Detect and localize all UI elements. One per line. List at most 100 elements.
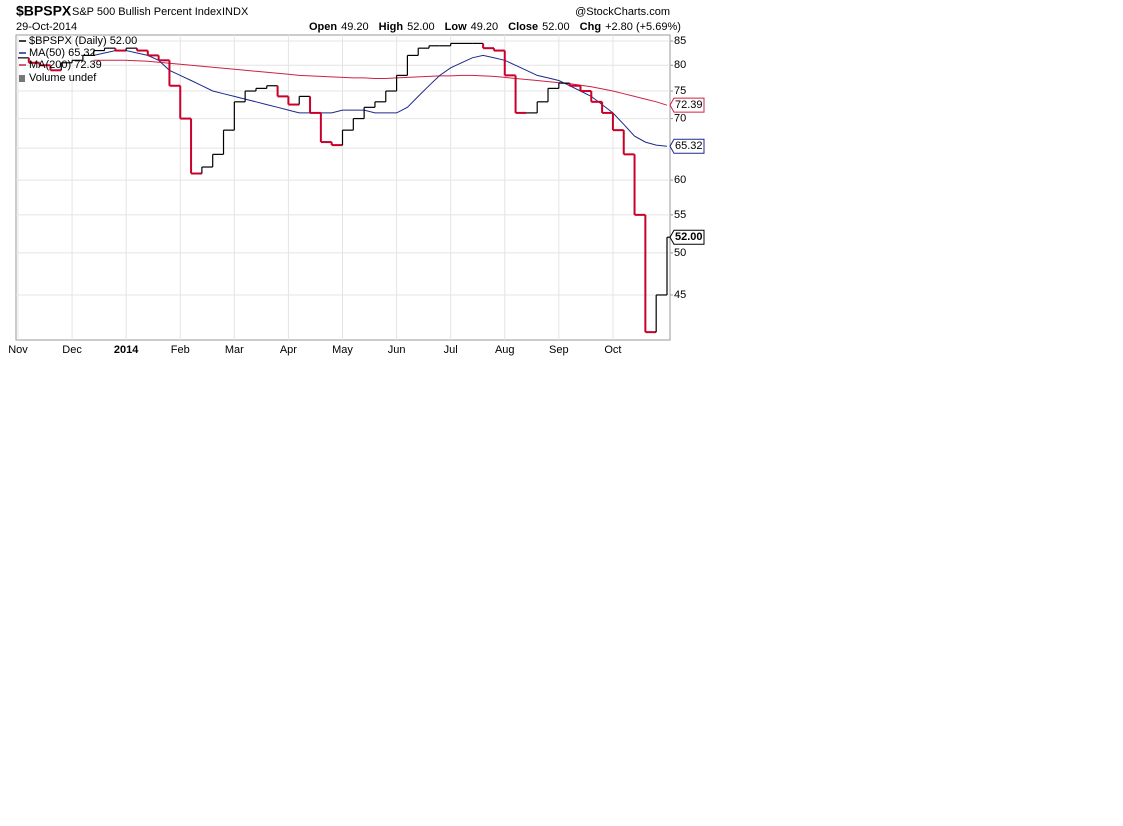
- quote-value: +2.80 (+5.69%): [605, 21, 681, 33]
- price-bar: [611, 112, 624, 132]
- y-tick-label: 85: [674, 35, 686, 47]
- price-bar: [157, 55, 170, 62]
- source: @StockCharts.com: [575, 6, 670, 18]
- price-bar: [514, 75, 527, 114]
- quote-value: 52.00: [542, 21, 570, 33]
- price-bar: [93, 49, 105, 56]
- x-tick-label: Dec: [62, 344, 82, 356]
- price-bar: [450, 42, 462, 46]
- price-bar: [190, 118, 202, 175]
- date: 29-Oct-2014: [16, 21, 77, 33]
- price-bar: [482, 43, 494, 50]
- x-tick-label: Jun: [388, 344, 406, 356]
- price-bar: [622, 130, 635, 156]
- y-tick-label: 55: [674, 209, 686, 221]
- price-bar: [352, 117, 365, 131]
- price-bar: [168, 60, 181, 87]
- y-tick-label: 70: [674, 112, 686, 124]
- x-tick-label: Aug: [495, 344, 515, 356]
- price-bar: [233, 101, 246, 131]
- price-bar: [503, 50, 516, 77]
- price-bar: [114, 48, 127, 52]
- legend-entry: MA(50) 65.32: [29, 47, 96, 59]
- quote-label: Chg: [580, 21, 601, 33]
- price-bar: [255, 87, 267, 92]
- price-bar: [547, 87, 559, 102]
- x-tick-label: May: [332, 344, 353, 356]
- price-bar: [428, 45, 440, 49]
- price-bar: [374, 101, 386, 108]
- price-bar: [103, 47, 116, 51]
- price-bar: [536, 101, 549, 113]
- x-tick-label: Oct: [604, 344, 621, 356]
- price-bar: [319, 112, 332, 144]
- price-bar: [395, 74, 408, 92]
- price-bar: [385, 90, 397, 102]
- x-tick-label: Nov: [8, 344, 28, 356]
- x-tick-label: Sep: [549, 344, 569, 356]
- price-bar: [135, 48, 148, 52]
- y-tick-label: 75: [674, 85, 686, 97]
- price-bar: [82, 54, 94, 61]
- x-tick-label: Mar: [225, 344, 244, 356]
- end-label: 72.39: [675, 99, 703, 111]
- price-bar: [212, 153, 224, 168]
- y-tick-label: 80: [674, 59, 686, 71]
- end-label-box: [669, 97, 705, 113]
- price-bar: [244, 90, 256, 102]
- price-bar: [568, 83, 581, 87]
- price-bar: [492, 48, 505, 52]
- price-bar: [590, 91, 603, 103]
- y-tick-label: 45: [674, 289, 686, 301]
- quote-label: Low: [445, 21, 467, 33]
- price-bar: [633, 154, 646, 216]
- chart-title: S&P 500 Bullish Percent Index: [72, 6, 222, 18]
- legend-volume-icon: [19, 75, 25, 82]
- quote-value: 49.20: [341, 21, 369, 33]
- x-tick-label: Feb: [171, 344, 190, 356]
- price-bar: [298, 95, 311, 105]
- price-bar: [266, 85, 278, 89]
- price-bar: [601, 101, 613, 114]
- legend-entry: MA(200) 72.39: [29, 59, 102, 71]
- price-bar: [146, 50, 159, 57]
- price-bar: [179, 85, 192, 120]
- price-bar: [201, 166, 213, 174]
- price-bar: [363, 106, 375, 119]
- price-bar: [125, 47, 137, 51]
- price-bar: [330, 142, 343, 147]
- price-bar: [417, 47, 430, 56]
- quote-value: 52.00: [407, 21, 435, 33]
- quote-value: 49.20: [471, 21, 499, 33]
- legend-note: Volume undef: [29, 72, 97, 84]
- price-bar: [406, 54, 419, 76]
- price-bar: [27, 57, 40, 64]
- price-bar: [49, 65, 62, 72]
- quote-label: High: [379, 21, 404, 33]
- price-bar: [71, 59, 83, 63]
- price-bar: [222, 129, 235, 155]
- price-bar: [287, 96, 300, 106]
- end-label: 65.32: [675, 140, 703, 152]
- end-label: 52.00: [675, 231, 703, 243]
- x-tick-label: 2014: [114, 344, 139, 356]
- x-tick-label: Apr: [280, 344, 297, 356]
- price-bar: [309, 96, 321, 114]
- price-bar: [276, 85, 289, 98]
- price-bar: [38, 62, 51, 67]
- x-tick-label: Jul: [444, 344, 458, 356]
- y-tick-label: 60: [674, 174, 686, 186]
- price-bar: [558, 82, 570, 89]
- legend-entry: $BPSPX (Daily) 52.00: [29, 35, 137, 47]
- moving-average: [93, 59, 668, 106]
- end-label-box: [669, 138, 705, 154]
- price-bar: [341, 129, 354, 146]
- price-bar: [60, 62, 73, 71]
- price-bar: [579, 85, 592, 93]
- exchange: INDX: [222, 6, 249, 18]
- price-bar: [644, 214, 657, 334]
- symbol: $BPSPX: [16, 3, 72, 19]
- price-bar: [655, 294, 667, 333]
- quote-label: Close: [508, 21, 538, 33]
